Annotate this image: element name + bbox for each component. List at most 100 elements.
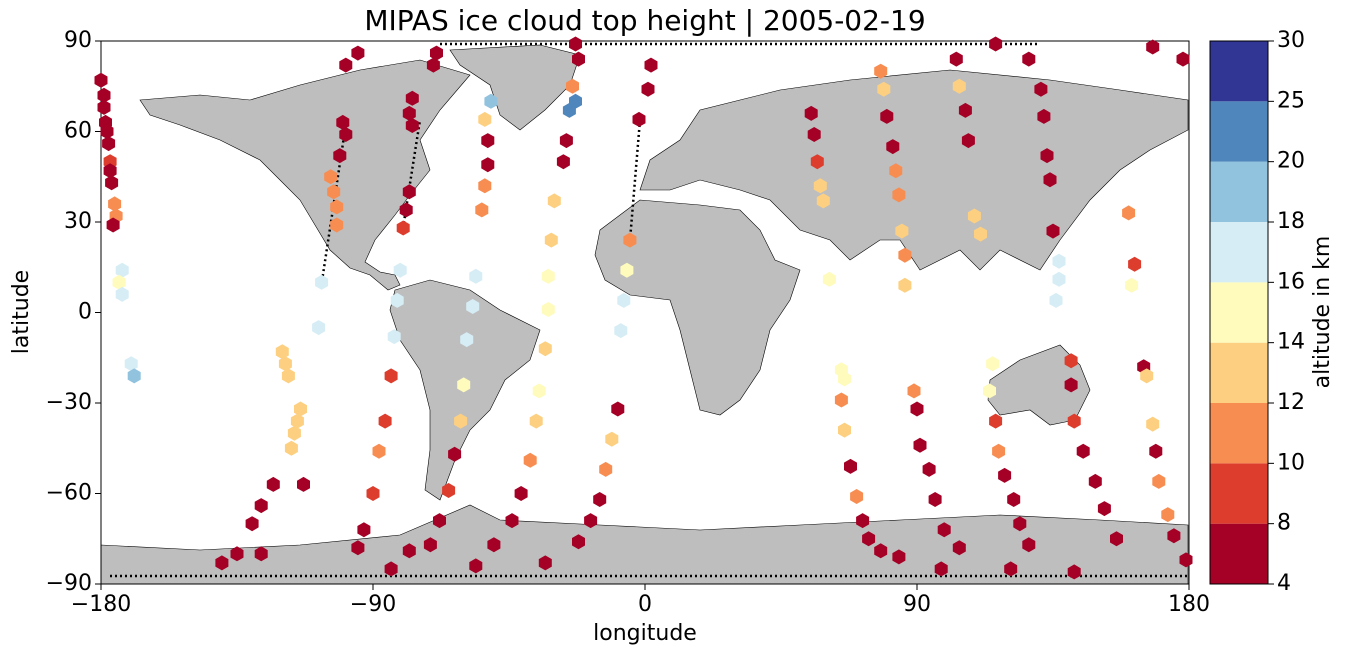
cloud-point: [810, 154, 824, 170]
cloud-point: [538, 341, 552, 357]
cloud-point: [874, 543, 888, 559]
cloud-point: [541, 302, 555, 317]
cloud-point: [454, 413, 468, 429]
orbit-track: [401, 119, 422, 229]
cloud-point: [266, 476, 280, 492]
y-tick-label: −60: [46, 481, 92, 506]
cloud-point: [807, 127, 821, 142]
cloud-point: [892, 549, 906, 565]
cloud-point: [312, 320, 326, 336]
cloud-point: [330, 199, 344, 215]
cloud-point: [387, 329, 401, 345]
cloud-point: [989, 413, 1003, 429]
cloud-point: [457, 377, 471, 393]
cloud-point: [396, 220, 410, 236]
colorbar-segment: [1210, 41, 1268, 102]
x-axis-label: longitude: [593, 621, 697, 646]
colorbar-tick-label: 25: [1277, 88, 1305, 113]
x-tick-label: −90: [350, 592, 396, 617]
cloud-point: [426, 57, 440, 73]
cloud-point: [514, 486, 528, 501]
cloud-point: [1064, 377, 1078, 393]
cloud-point: [481, 157, 495, 173]
x-tick-label: −180: [71, 592, 131, 617]
cloud-point: [405, 118, 419, 133]
cloud-point: [254, 498, 268, 514]
orbit-track: [628, 119, 642, 241]
cloud-point: [898, 277, 912, 293]
colorbar-segment: [1210, 463, 1268, 524]
cloud-point: [351, 540, 365, 556]
cloud-point: [605, 431, 619, 447]
colorbar-segment: [1210, 161, 1268, 222]
cloud-point: [1034, 81, 1048, 97]
cloud-point: [632, 111, 646, 127]
cloud-point: [115, 262, 129, 278]
cloud-point: [562, 102, 576, 118]
cloud-point: [834, 392, 848, 408]
cloud-point: [907, 383, 921, 399]
cloud-point: [215, 555, 229, 571]
cloud-point: [611, 401, 625, 417]
cloud-point: [623, 232, 637, 248]
cloud-point: [544, 232, 558, 248]
cloud-point: [620, 262, 634, 278]
cloud-point: [644, 57, 658, 73]
cloud-point: [886, 139, 900, 155]
cloud-point: [405, 90, 419, 106]
cloud-point: [336, 114, 350, 130]
cloud-point: [115, 286, 129, 302]
colorbar-tick-label: 14: [1277, 330, 1305, 355]
colorbar-tick-label: 30: [1277, 28, 1305, 53]
cloud-point: [1043, 172, 1057, 188]
cloud-point: [1152, 473, 1166, 489]
cloud-point: [384, 368, 398, 384]
cloud-point: [254, 546, 268, 562]
cloud-point: [614, 323, 628, 339]
cloud-point: [895, 223, 909, 239]
cloud-point: [937, 522, 951, 538]
cloud-point: [1176, 51, 1190, 67]
cloud-point: [1049, 292, 1063, 308]
cloud-point: [572, 534, 585, 550]
cloud-point: [460, 332, 474, 348]
cloud-point: [1097, 501, 1111, 517]
y-tick-label: −30: [46, 390, 92, 415]
cloud-point: [127, 368, 141, 384]
cloud-point: [105, 175, 119, 191]
colorbar-tick-label: 20: [1277, 149, 1305, 174]
cloud-point: [898, 247, 912, 263]
cloud-point: [862, 531, 876, 547]
cloud-point: [1040, 148, 1054, 164]
cloud-point: [541, 268, 555, 284]
cloud-point: [393, 262, 407, 278]
africa: [594, 199, 801, 416]
cloud-point: [112, 274, 126, 290]
cloud-point: [547, 193, 561, 209]
y-tick-label: 0: [78, 300, 92, 325]
cloud-point: [1004, 561, 1018, 577]
cloud-point: [1140, 368, 1154, 384]
cloud-point: [481, 133, 495, 149]
y-tick-label: 60: [64, 119, 92, 144]
colorbar-segment: [1210, 222, 1268, 283]
cloud-point: [1076, 443, 1090, 459]
cloud-point: [108, 196, 122, 212]
cloud-point: [106, 217, 120, 233]
cloud-point: [983, 383, 996, 399]
cloud-point: [245, 516, 259, 532]
cloud-point: [856, 513, 870, 529]
cloud-point: [372, 443, 386, 459]
cloud-point: [1146, 39, 1160, 55]
cloud-point: [958, 102, 972, 118]
cloud-point: [433, 513, 446, 529]
colorbar-tick-label: 10: [1277, 450, 1305, 475]
cloud-point: [1067, 413, 1081, 429]
cloud-point: [333, 148, 347, 164]
cloud-point: [94, 72, 108, 88]
cloud-point: [934, 561, 948, 577]
cloud-point: [390, 292, 404, 308]
cloud-point: [1022, 537, 1036, 553]
cloud-point: [1125, 277, 1139, 293]
cloud-point: [952, 78, 966, 94]
